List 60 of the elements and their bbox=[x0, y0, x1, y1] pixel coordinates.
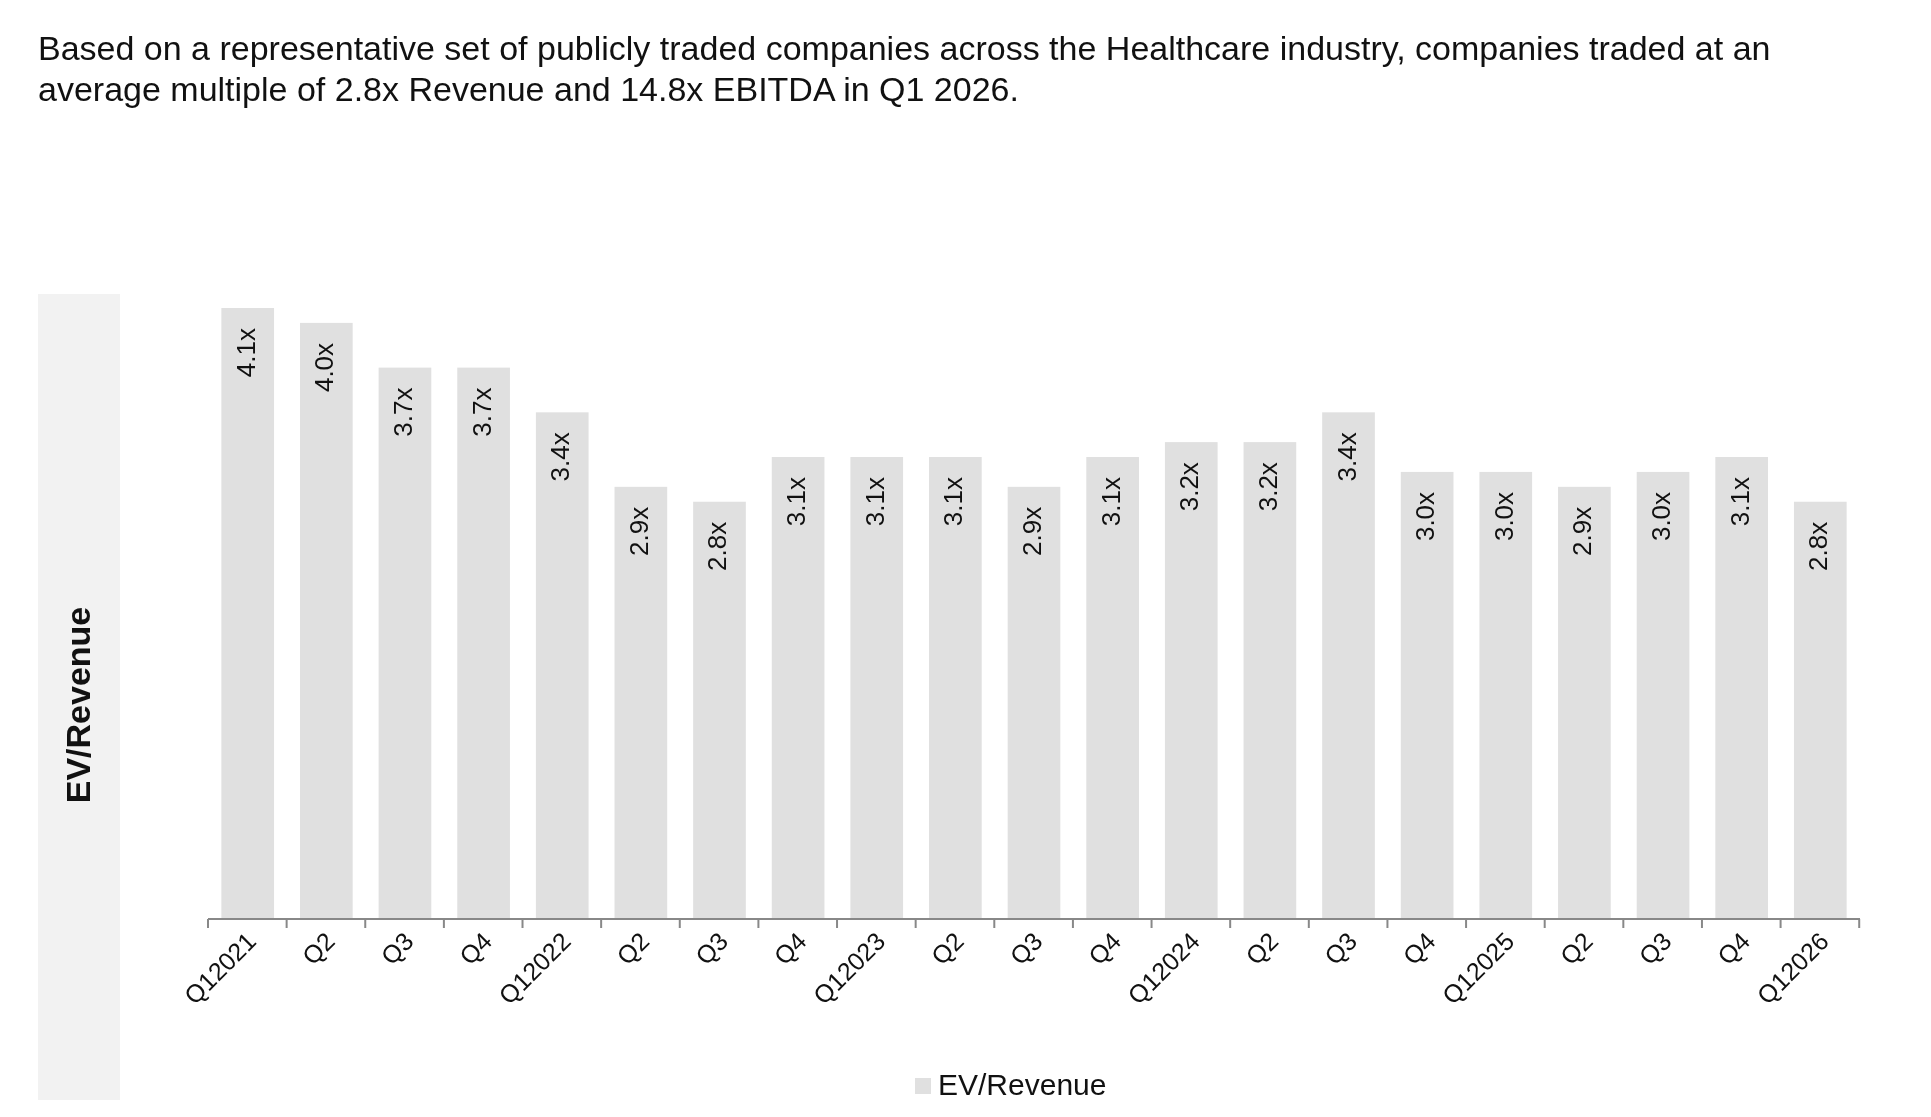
bar bbox=[1479, 471, 1533, 919]
bar bbox=[378, 367, 432, 919]
data-label: 3.7x bbox=[387, 387, 418, 437]
data-label: 3.7x bbox=[466, 387, 497, 437]
x-tick-label: Q2 bbox=[296, 926, 340, 970]
data-label: 3.4x bbox=[1331, 431, 1362, 482]
x-tick-label: Q4 bbox=[1711, 926, 1756, 970]
data-label: 3.1x bbox=[1724, 476, 1755, 526]
bar bbox=[614, 486, 668, 919]
x-tick-label: Q2 bbox=[925, 926, 969, 970]
data-label: 3.2x bbox=[1174, 461, 1205, 511]
x-tick-label: Q4 bbox=[1397, 926, 1441, 970]
y-axis-title: EV/Revenue bbox=[59, 606, 97, 803]
x-tick-label: Q4 bbox=[1082, 926, 1127, 970]
bar bbox=[693, 501, 746, 919]
data-label: 3.1x bbox=[938, 476, 969, 526]
data-label: 3.4x bbox=[545, 431, 576, 482]
bar bbox=[1636, 471, 1690, 919]
data-label: 3.0x bbox=[1488, 491, 1519, 541]
bar bbox=[929, 456, 982, 919]
bar bbox=[1558, 486, 1611, 919]
data-label: 3.1x bbox=[781, 476, 812, 526]
bar bbox=[850, 456, 904, 919]
bar bbox=[457, 367, 510, 919]
data-label: 2.8x bbox=[702, 521, 733, 571]
data-label: 3.0x bbox=[1410, 491, 1441, 541]
bar bbox=[535, 411, 589, 919]
x-tick-label: Q3 bbox=[689, 926, 734, 970]
data-label: 3.1x bbox=[1095, 476, 1126, 526]
data-label: 4.1x bbox=[230, 327, 261, 377]
bar bbox=[1086, 456, 1139, 919]
legend-label: EV/Revenue bbox=[938, 1067, 1107, 1101]
x-tick-label: Q2 bbox=[611, 926, 655, 970]
data-label: 3.1x bbox=[859, 476, 890, 526]
bar bbox=[221, 307, 275, 919]
bar bbox=[1007, 486, 1061, 919]
data-label: 3.2x bbox=[1252, 461, 1283, 511]
x-tick-label: Q2 bbox=[1240, 926, 1284, 970]
bar bbox=[1322, 411, 1375, 919]
bar bbox=[1400, 471, 1454, 919]
chart-title: Based on a representative set of publicly traded companies across the Healthcare industry, companies traded at an average multiple of 2.8x Revenue and 14.8x EBITDA in Q1 2026. bbox=[38, 28, 1772, 110]
data-label: 2.9x bbox=[1017, 506, 1047, 556]
bar bbox=[300, 322, 353, 919]
data-label: 2.8x bbox=[1803, 521, 1834, 571]
x-tick-label: Q4 bbox=[453, 926, 498, 970]
x-tick-label: Q4 bbox=[768, 926, 812, 970]
data-label: 3.0x bbox=[1646, 491, 1677, 541]
bar bbox=[771, 456, 825, 919]
data-label: 2.9x bbox=[623, 506, 654, 556]
x-tick-label: Q2 bbox=[1554, 926, 1598, 970]
x-tick-label: Q3 bbox=[1633, 926, 1677, 970]
x-tick-label: Q3 bbox=[1004, 926, 1048, 970]
x-tick-label: Q3 bbox=[1318, 926, 1363, 970]
bar bbox=[1164, 441, 1218, 919]
data-label: 2.9x bbox=[1567, 506, 1598, 556]
data-label: 4.0x bbox=[309, 342, 340, 392]
bar bbox=[1793, 501, 1847, 919]
x-tick-label: Q3 bbox=[375, 926, 419, 970]
bar bbox=[1243, 441, 1297, 919]
bar bbox=[1715, 456, 1768, 919]
